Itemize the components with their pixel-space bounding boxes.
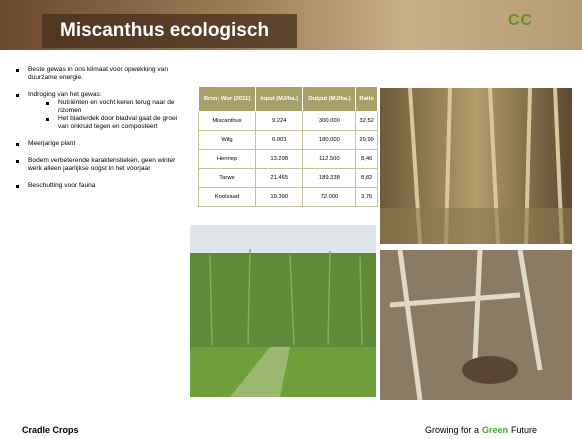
bullet-text: Beschutting voor fauna — [28, 182, 95, 189]
table-cell: Tarwe — [199, 169, 256, 188]
table-cell: 72.000 — [303, 188, 356, 207]
bullet-text: Beste gewas in ons klimaat voor opwekkin… — [28, 66, 168, 81]
header-cell: Bron: Wur (2011) — [199, 87, 256, 112]
table-cell: 300.000 — [303, 112, 356, 131]
header-row: Bron: Wur (2011)Input (MJ/ha.)Output (MJ… — [199, 87, 378, 112]
title: Miscanthus ecologisch — [60, 20, 269, 42]
sub-list: Nutriënten en vocht keren terug naar de … — [28, 99, 186, 131]
table-cell: 13.298 — [256, 150, 303, 169]
photo-rhizome — [380, 250, 572, 400]
table-cell: 32,52 — [356, 112, 378, 131]
slide: Miscanthus ecologisch CC Beste gewas in … — [0, 0, 582, 439]
footer-left: Cradle Crops — [22, 425, 79, 435]
table-cell: 29,99 — [356, 131, 378, 150]
table-cell: 3,76 — [356, 188, 378, 207]
table-cell: 189.338 — [303, 169, 356, 188]
table-cell: 112.500 — [303, 150, 356, 169]
table-cell: Hennep — [199, 150, 256, 169]
table-cell: 19.390 — [256, 188, 303, 207]
bullet: Bodem verbeterende karakteristieken, gee… — [14, 157, 186, 173]
table-cell: Miscanthus — [199, 112, 256, 131]
bullet: Beste gewas in ons klimaat voor opwekkin… — [14, 66, 186, 82]
bullet-text: Bodem verbeterende karakteristieken, gee… — [28, 157, 175, 172]
table-cell: 180.000 — [303, 131, 356, 150]
footer-text: Growing for a — [425, 425, 479, 435]
header-cell: Ratio — [356, 87, 378, 112]
table-cell: 6.003 — [256, 131, 303, 150]
table-cell: Koolzaad — [199, 188, 256, 207]
bullet: Meerjarige plant — [14, 140, 186, 148]
header-cell: Output (MJ/ha.) — [303, 87, 356, 112]
photo-field — [190, 225, 376, 397]
table-cell: 8,46 — [356, 150, 378, 169]
logo: CC — [508, 12, 533, 30]
energy-table: Bron: Wur (2011)Input (MJ/ha.)Output (MJ… — [198, 86, 378, 207]
bullet: Beschutting voor fauna — [14, 182, 186, 190]
bullet-list: Beste gewas in ons klimaat voor opwekkin… — [14, 66, 186, 199]
table-cell: 8,82 — [356, 169, 378, 188]
table-cell: 21.465 — [256, 169, 303, 188]
header-cell: Input (MJ/ha.) — [256, 87, 303, 112]
table-cell: 9.224 — [256, 112, 303, 131]
bullet: Indroging van het gewas:Nutriënten en vo… — [14, 91, 186, 131]
bullet-text: Indroging van het gewas: — [28, 91, 102, 98]
table-cell: Wilg — [199, 131, 256, 150]
footer-text: Future — [511, 425, 537, 435]
bullet-text: Meerjarige plant — [28, 140, 75, 147]
sub-bullet: Het bladerdek door bladval gaat de groei… — [28, 115, 186, 131]
photo-stems — [380, 88, 572, 244]
sub-bullet: Nutriënten en vocht keren terug naar de … — [28, 99, 186, 115]
footer-green: Green — [482, 425, 508, 435]
